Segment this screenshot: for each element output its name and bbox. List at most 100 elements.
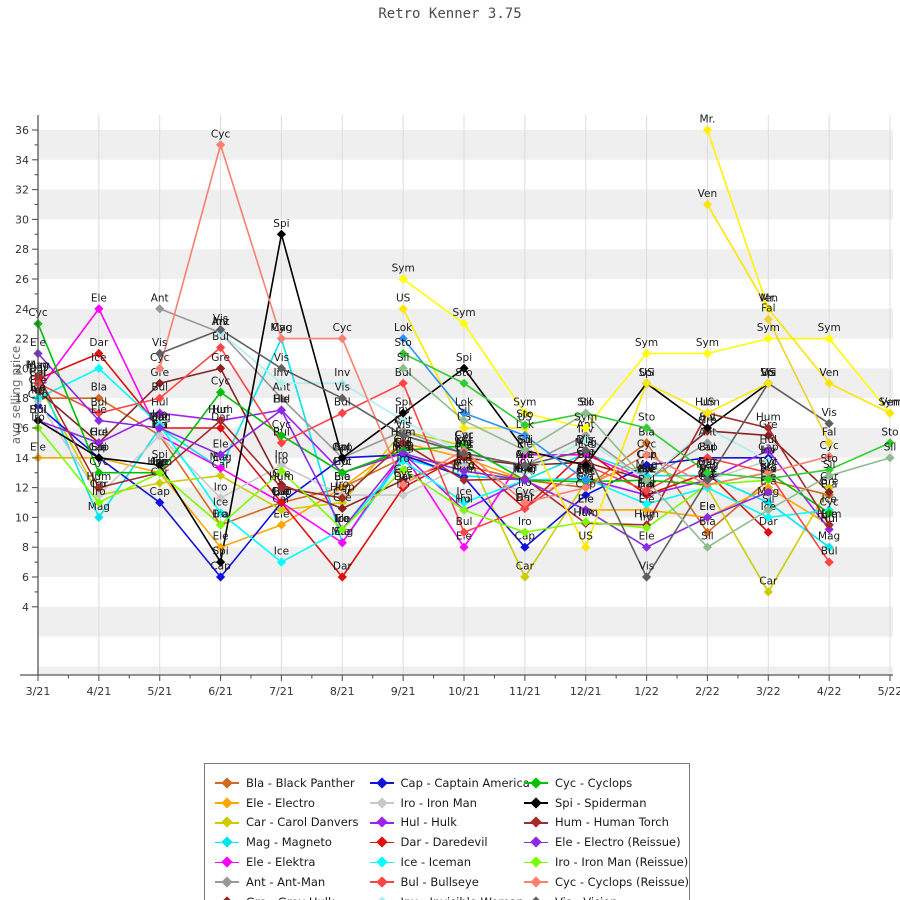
data-point-CyR: [155, 363, 165, 373]
legend-label: Bul - Bullseye: [400, 874, 479, 889]
data-point-Sil: [398, 363, 408, 373]
data-point-label: Cyc: [211, 128, 231, 140]
data-point-label: Hum: [330, 482, 355, 494]
data-point-label: Iro: [214, 482, 228, 494]
data-point-Ice: [215, 508, 226, 518]
data-point-Sil: [702, 542, 713, 552]
data-point-label: Cyc: [576, 465, 596, 477]
y-tick-label: 26: [15, 273, 29, 286]
data-point-Cap: [641, 460, 652, 470]
data-point-label: Sil: [640, 464, 653, 476]
x-tick-label: 6/21: [208, 685, 233, 698]
data-point-Vis: [581, 445, 591, 455]
data-point-label: Cap: [149, 486, 170, 498]
data-point-label: Ele: [699, 501, 715, 513]
y-tick-label: 28: [15, 243, 29, 256]
data-point-Car: [276, 505, 287, 515]
data-point-ElR: [641, 542, 652, 552]
legend-label: Iro - Iron Man (Reissue): [555, 855, 689, 870]
y-tick-label: 12: [15, 482, 29, 495]
plot-band: [38, 130, 893, 160]
data-point-Ele: [276, 520, 287, 530]
y-tick-label: 30: [15, 213, 29, 226]
data-point-label: Bul: [151, 382, 168, 394]
data-point-label: Ven: [759, 292, 778, 304]
data-point-label: Sto: [821, 453, 838, 465]
data-point-label: Iro: [275, 449, 289, 461]
data-point-Bul: [337, 408, 347, 418]
x-tick-label: 3/22: [756, 685, 781, 698]
data-point-Sym: [581, 423, 591, 433]
data-point-label: Sym: [513, 397, 536, 409]
series-line-Ant: [159, 308, 708, 482]
y-tick-label: 8: [22, 541, 29, 554]
data-point-label: Mr.: [760, 292, 776, 304]
legend-label: Cyc - Cyclops: [555, 775, 633, 790]
data-point-ElR: [581, 505, 591, 515]
data-point-Elk: [337, 538, 347, 548]
data-point-label: Iro: [275, 455, 289, 467]
data-point-label: Hum: [634, 508, 659, 520]
data-point-US: [398, 304, 408, 314]
data-point-Car: [520, 572, 530, 582]
legend-marker-icon: [369, 816, 394, 829]
data-point-label: Cyc: [637, 438, 657, 450]
data-point-label: Iro: [335, 513, 349, 525]
data-point-Iro: [155, 430, 165, 441]
legend-marker-icon: [215, 876, 239, 888]
data-point-label: Iro: [92, 486, 106, 498]
legend-marker-icon: [215, 856, 239, 868]
data-point-label: Iro: [396, 453, 410, 465]
data-point-Bul: [641, 485, 652, 496]
data-point-Sym: [702, 348, 713, 359]
data-point-label: Cap: [697, 441, 718, 453]
data-point-IrR: [94, 497, 104, 508]
data-point-Car: [215, 471, 226, 481]
data-point-Dar: [276, 497, 287, 508]
legend-label: Bla - Black Panther: [246, 775, 355, 790]
data-point-Iro: [520, 488, 530, 499]
data-point-ElR: [276, 405, 287, 415]
legend-marker-icon: [524, 816, 548, 829]
data-point-Sym: [641, 348, 652, 359]
data-point-Sto: [763, 474, 773, 484]
data-point-Sto: [702, 468, 713, 478]
legend-marker-icon: [215, 836, 239, 848]
data-point-label: Car: [516, 561, 535, 573]
data-point-Sto: [459, 378, 469, 388]
legend-label: Dar - Daredevil: [400, 835, 488, 850]
data-point-label: Cyc: [454, 429, 474, 441]
data-point-Ice: [763, 512, 773, 522]
x-tick-label: 2/22: [695, 685, 720, 698]
data-point-label: Dar: [150, 412, 170, 424]
data-point-Ant: [276, 393, 287, 403]
data-point-Inv: [398, 415, 408, 426]
legend-column: Cyc - Cyclops Spi - Spiderman Hum - Human …: [524, 773, 689, 900]
data-point-label: Hul: [212, 404, 229, 416]
data-point-Gre: [215, 363, 226, 373]
data-point-Bla: [702, 527, 713, 537]
data-point-label: Hul: [760, 434, 777, 446]
data-point-Vis: [824, 418, 834, 429]
data-point-label: Cyc: [819, 496, 839, 508]
data-point-Cyc: [215, 387, 226, 397]
legend-entry-Gre: Gre - Grey Hulk: [215, 892, 370, 900]
y-tick-label: 10: [15, 511, 29, 524]
data-point-Ice: [459, 497, 469, 508]
data-point-label: Sym: [452, 307, 475, 319]
data-point-IrR: [337, 524, 347, 534]
data-point-label: Dar: [637, 479, 657, 491]
data-point-Vis: [520, 460, 530, 470]
data-point-label: Spi: [273, 218, 289, 230]
data-point-label: Sto: [516, 409, 533, 421]
data-point-label: Bul: [90, 397, 107, 409]
data-point-Sym: [459, 319, 469, 329]
data-point-label: Cyc: [333, 322, 353, 334]
data-point-Ele: [215, 542, 226, 552]
data-point-CyR: [581, 483, 591, 493]
data-point-ElR: [459, 466, 469, 476]
data-point-CyR: [824, 451, 834, 461]
data-point-Spi: [702, 423, 713, 433]
data-point-label: Ven: [698, 188, 717, 200]
